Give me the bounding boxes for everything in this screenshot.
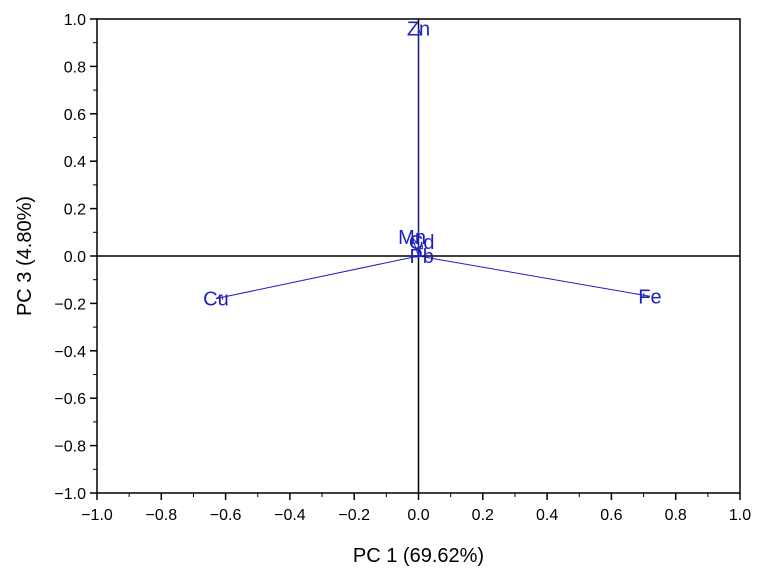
x-tick-label: 0.0 <box>407 507 429 524</box>
x-tick-label: 0.8 <box>665 507 687 524</box>
vector-arrowhead <box>215 294 224 300</box>
label-zn: Zn <box>407 18 430 40</box>
vector-fe <box>418 255 651 297</box>
x-tick-label: −0.2 <box>338 507 370 524</box>
x-tick-label: −0.6 <box>210 507 242 524</box>
x-tick-label: 0.2 <box>472 507 494 524</box>
label-fe: Fe <box>638 286 661 308</box>
vector-mn <box>411 236 419 257</box>
x-tick-label: 0.4 <box>536 507 558 524</box>
x-tick-label: 1.0 <box>729 507 751 524</box>
x-axis-title: PC 1 (69.62%) <box>353 545 484 567</box>
y-tick-label: 0.6 <box>64 107 86 124</box>
label-mn: Mn <box>398 227 426 249</box>
y-axis: 1.0 0.8 0.6 0.4 0.2 0.0 −0.2 −0.4 −0.6 −0.8 −1.0 <box>54 12 97 503</box>
x-tick-label: −0.8 <box>146 507 178 524</box>
y-tick-label: 0.8 <box>64 59 86 76</box>
x-tick-label: −0.4 <box>274 507 306 524</box>
label-cu: Cu <box>203 289 229 311</box>
x-tick-label: −1.0 <box>81 507 113 524</box>
y-tick-label: −0.2 <box>54 296 86 313</box>
y-tick-label: 0.2 <box>64 202 86 219</box>
x-axis: −1.0 −0.8 −0.6 −0.4 −0.2 0.0 0.2 0.4 0.6 0.8 1.0 <box>81 493 751 524</box>
y-tick-label: 1.0 <box>64 12 86 29</box>
y-tick-label: −0.4 <box>54 344 86 361</box>
y-tick-label: −0.6 <box>54 391 86 408</box>
y-tick-label: −1.0 <box>54 486 86 503</box>
y-tick-label: 0.4 <box>64 154 86 171</box>
vector-arrowhead <box>642 292 651 299</box>
y-tick-label: −0.8 <box>54 439 86 456</box>
vector-arrowhead <box>411 236 418 245</box>
vector-cd <box>418 241 423 257</box>
label-cd: Cd <box>409 232 435 254</box>
vector-cu <box>215 255 419 300</box>
vector-arrowhead <box>417 241 424 250</box>
vector-arrowhead <box>416 28 422 36</box>
x-tick-label: 0.6 <box>600 507 622 524</box>
y-axis-title: PC 3 (4.80%) <box>14 196 36 316</box>
y-tick-label: 0.0 <box>64 249 86 266</box>
